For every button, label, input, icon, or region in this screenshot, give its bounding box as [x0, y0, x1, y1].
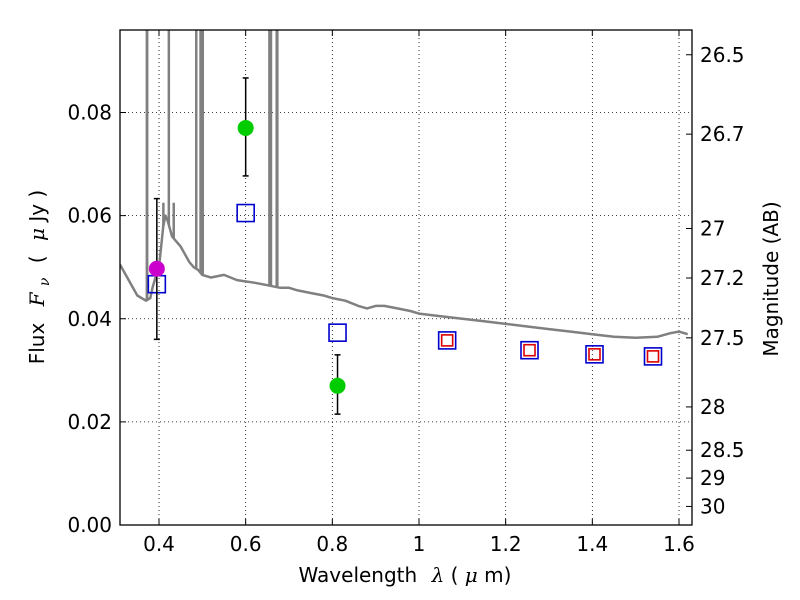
grid-lines [120, 30, 692, 525]
y-axis-title: Flux F ν ( μ Jy ) [25, 190, 54, 365]
nir-photometry-marker [588, 348, 601, 361]
nir-photometry-marker [440, 334, 454, 347]
magnitude-tick-label: 26.7 [700, 122, 745, 146]
y-axis-title-unit-mu: μ [25, 228, 49, 241]
model-photometry-marker [236, 203, 255, 223]
spectrum-line [120, 214, 689, 340]
model-photometry-marker [585, 345, 604, 364]
x-tick-label: 1.4 [576, 532, 608, 556]
x-tick-label: 1.2 [490, 532, 522, 556]
magnitude-tick-label: 29 [700, 466, 725, 490]
y-axis-title-unit-close: Jy ) [25, 190, 49, 224]
x-tick-label: 0.8 [316, 532, 348, 556]
nir-photometry-marker [523, 343, 536, 357]
y-axis-title-unit-open: ( [25, 255, 49, 263]
magnitude-tick-label: 28 [700, 395, 725, 419]
y-tick-label: 0.06 [67, 204, 112, 228]
x-tick-label: 0.4 [143, 532, 175, 556]
ticks: 0.4 0.6 0.8 1 1.2 1.4 1.6 0.00 0.02 0.04 0.06 0.08 2… [67, 30, 745, 556]
y-axis-title-subscript: ν [37, 277, 53, 286]
x-axis-title-text: Wavelength [299, 563, 418, 587]
x-tick-label: 1.6 [663, 532, 695, 556]
model-photometry-marker [328, 323, 347, 342]
y-tick-label: 0.08 [67, 101, 112, 125]
plot-area [120, 30, 689, 415]
x-axis-title-unit-close: m) [484, 563, 511, 587]
model-photometry-marker [520, 340, 539, 360]
y2-axis-title: Magnitude (AB) [759, 201, 783, 356]
x-axis-title: Wavelength λ ( μ m) [299, 563, 512, 587]
y-axis-title-symbol: F [25, 291, 49, 307]
magnitude-tick-label: 27.5 [700, 326, 745, 350]
magnitude-tick-label: 27.2 [700, 266, 745, 290]
model-photometry-marker [437, 331, 457, 350]
plot-frame [119, 29, 693, 526]
magnitude-tick-label: 27 [700, 217, 725, 241]
x-axis-title-symbol: λ [431, 563, 445, 587]
x-tick-label: 1 [413, 532, 426, 556]
magnitude-tick-label: 26.5 [700, 43, 745, 67]
magnitude-tick-label: 28.5 [700, 438, 745, 462]
observed-point [237, 119, 254, 136]
y-tick-label: 0.04 [67, 307, 112, 331]
x-axis-title-unit-open: ( [451, 563, 459, 587]
nir-photometry-marker [646, 350, 660, 363]
magnitude-tick-label: 30 [700, 494, 725, 518]
model-photometry-marker [643, 347, 663, 366]
observed-point [148, 260, 165, 277]
observed-point [329, 377, 346, 394]
y-tick-label: 0.02 [67, 410, 112, 434]
x-tick-label: 0.6 [230, 532, 262, 556]
y-axis-title-text: Flux [25, 323, 49, 365]
y-tick-label: 0.00 [67, 513, 112, 537]
x-axis-title-unit-mu: μ [465, 563, 478, 587]
